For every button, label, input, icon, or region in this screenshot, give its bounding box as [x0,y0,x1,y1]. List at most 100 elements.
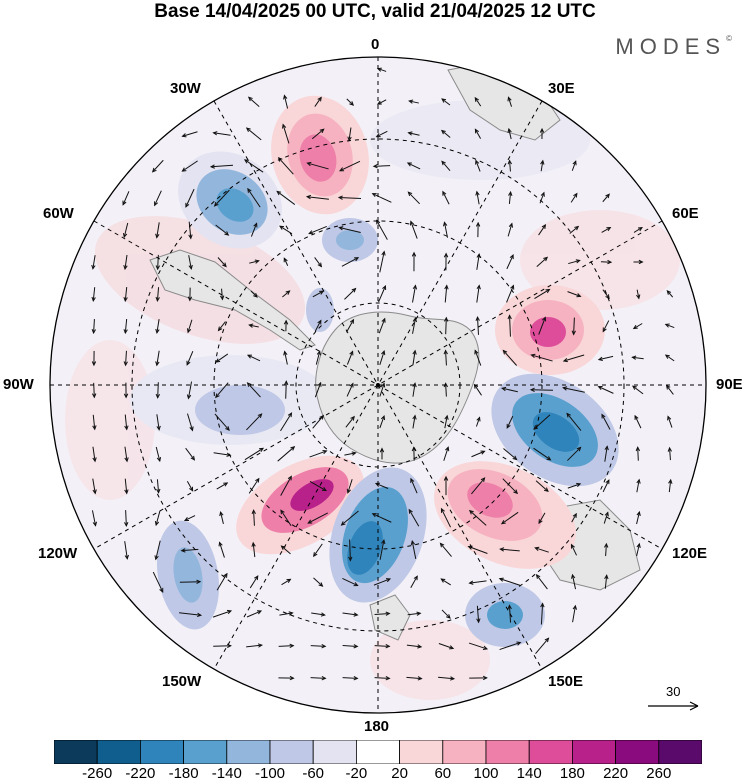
wind-arrow [346,479,353,494]
colorbar-swatch [312,740,357,764]
wind-arrow [540,602,545,625]
wind-arrow [408,508,420,527]
wind-arrow [283,319,289,332]
wind-arrow [185,447,196,461]
wind-arrow [155,287,160,302]
wind-arrow [412,284,418,303]
colorbar [54,740,702,764]
wind-arrow [341,257,360,267]
wind-arrow [313,543,323,558]
wind-arrow [124,478,129,495]
wind-arrow [314,319,322,332]
blob-pos-north [271,95,369,215]
wind-arrow [314,257,323,268]
wind-arrow [213,189,230,207]
wind-arrow [249,575,259,589]
lon-label-0: 0 [371,36,380,53]
wind-arrow [179,579,202,585]
wind-arrow [374,643,391,649]
wind-arrow [475,316,480,335]
lon-label-120w: 120W [38,545,78,562]
wind-arrow [562,386,585,393]
wind-arrow [378,284,387,303]
wind-arrow [91,287,96,303]
wind-arrow [342,578,359,587]
wind-arrow [156,414,161,431]
wind-arrow [567,482,582,489]
wind-arrow [123,350,128,367]
wind-arrow [219,288,225,301]
wind-arrow [566,412,582,431]
wind-arrow [602,479,610,493]
colorbar-swatch [355,740,400,764]
wind-arrow [502,349,517,366]
wind-arrow [571,160,577,171]
wind-arrow [442,190,450,205]
wind-arrow [538,512,546,525]
colorbar-tick-label: -60 [302,765,325,782]
colorbar-tick-label: -260 [82,765,113,782]
wind-arrow [529,387,554,393]
wind-arrow [604,574,609,589]
wind-arrow [282,290,291,298]
wind-arrow [442,221,449,238]
wind-arrow [475,190,480,205]
wind-arrow [507,127,512,140]
wind-arrow [283,380,289,399]
wind-arrow [379,382,386,397]
wind-arrow [604,445,609,462]
wind-arrow [500,511,519,525]
wind-arrow [632,385,644,395]
wind-arrow [535,574,548,590]
wind-arrow [246,413,263,431]
colorbar-swatch [399,740,444,764]
wind-arrow [124,414,129,431]
wind-arrow [123,318,128,335]
wind-arrow [378,317,386,334]
wind-arrow [92,414,97,431]
wind-arrow [507,222,514,237]
wind-arrow [507,314,512,337]
wind-arrow [155,254,160,271]
wind-arrow [342,612,359,617]
wind-arrow [667,446,672,461]
wind-arrow [597,355,614,361]
wind-arrow [440,507,451,528]
lon-label-90w: 90W [3,376,34,393]
modes-logo: MODES© [615,34,732,60]
colorbar-tick-label: 220 [603,765,629,782]
wind-arrow [124,446,129,463]
wind-arrow [567,291,582,298]
wind-arrow [186,481,194,492]
wind-arrow [314,96,322,107]
wind-arrow [280,509,292,526]
wind-arrow [499,547,520,552]
wind-arrow [530,353,553,362]
wind-arrow [152,571,164,593]
colorbar-swatch [226,740,271,764]
wind-arrow [665,384,674,395]
wind-arrow [406,676,423,681]
wind-arrow [538,224,547,236]
wind-arrow [664,323,675,329]
wind-arrow [311,128,325,140]
map-disc [50,57,706,713]
wind-arrow [283,257,289,266]
wind-arrow [666,290,674,298]
wind-arrow [407,131,420,136]
wind-arrow [376,99,387,105]
wind-arrow [379,349,386,366]
colorbar-swatch [183,740,228,764]
wind-arrow [507,159,513,172]
wind-arrow [311,612,326,617]
wind-arrow [218,541,225,558]
wind-arrow [474,96,482,107]
wind-arrow [410,575,418,589]
wind-arrow [443,446,450,461]
wind-arrow [124,510,129,527]
wind-arrow [217,321,226,332]
wind-arrow [474,128,482,139]
wind-arrow [572,604,577,623]
wind-arrow [379,414,386,429]
wind-arrow [276,190,296,205]
